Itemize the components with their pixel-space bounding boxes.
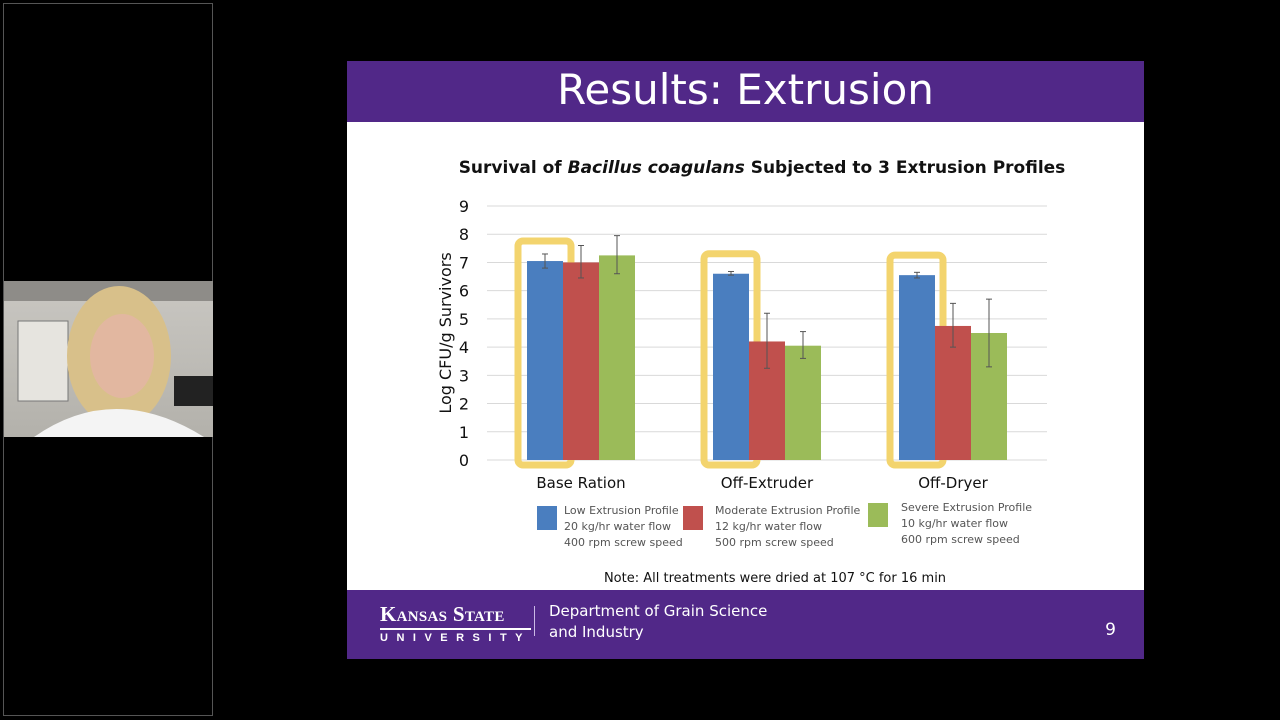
title-part: Survival of <box>459 158 568 178</box>
legend-detail: 10 kg/hr water flow <box>901 517 1008 530</box>
legend-label: Moderate Extrusion Profile <box>715 504 860 517</box>
y-tick-label: 8 <box>459 225 469 244</box>
logo-line1: Kansas State <box>380 602 532 630</box>
legend-label: Severe Extrusion Profile <box>901 501 1032 514</box>
legend-label: Low Extrusion Profile <box>564 504 679 517</box>
page-number: 9 <box>1105 620 1116 640</box>
department-line1: Department of Grain Science <box>549 602 768 620</box>
y-tick-label: 9 <box>459 197 469 216</box>
legend-swatch <box>537 506 557 530</box>
category-label: Off-Extruder <box>721 474 814 492</box>
bar <box>527 261 563 460</box>
bar <box>563 262 599 460</box>
chart-note: Note: All treatments were dried at 107 °… <box>604 571 946 586</box>
bar <box>713 273 749 460</box>
legend-item: Moderate Extrusion Profile 12 kg/hr water… <box>683 504 860 549</box>
slide-footer: Kansas State UNIVERSITY Department of Gr… <box>347 590 1144 659</box>
category-label: Base Ration <box>536 474 625 492</box>
department-name: Department of Grain Science and Industry <box>549 601 767 643</box>
legend-item: Severe Extrusion Profile 10 kg/hr water f… <box>868 501 1032 546</box>
y-tick-label: 0 <box>459 451 469 470</box>
legend-swatch <box>868 503 888 527</box>
y-tick-label: 2 <box>459 395 469 414</box>
legend-detail: 600 rpm screw speed <box>901 533 1020 546</box>
title-part: Subjected to 3 Extrusion Profiles <box>745 158 1066 178</box>
legend-detail: 400 rpm screw speed <box>564 536 683 549</box>
chart-title: Survival of Bacillus coagulans Subjected… <box>459 158 1066 178</box>
presenter-image <box>4 281 213 437</box>
bar <box>599 255 635 460</box>
y-tick-label: 1 <box>459 423 469 442</box>
bar <box>935 325 971 460</box>
y-tick-label: 4 <box>459 338 469 357</box>
y-axis-label: Log CFU/g Survivors <box>436 252 455 413</box>
legend-item: Low Extrusion Profile 20 kg/hr water flow… <box>537 504 683 549</box>
kansas-state-logo: Kansas State UNIVERSITY <box>380 602 532 644</box>
department-line2: and Industry <box>549 623 644 641</box>
y-tick-label: 6 <box>459 282 469 301</box>
y-tick-label: 5 <box>459 310 469 329</box>
slide-title: Results: Extrusion <box>347 61 1144 122</box>
title-species: Bacillus coagulans <box>568 158 745 178</box>
logo-line2: UNIVERSITY <box>380 632 532 644</box>
legend-detail: 500 rpm screw speed <box>715 536 834 549</box>
bar <box>899 275 935 460</box>
bar <box>785 345 821 460</box>
legend-swatch <box>683 506 703 530</box>
footer-divider <box>534 606 535 636</box>
legend-detail: 12 kg/hr water flow <box>715 520 822 533</box>
category-label: Off-Dryer <box>918 474 988 492</box>
presenter-video <box>4 281 213 437</box>
y-tick-label: 3 <box>459 366 469 385</box>
y-tick-label: 7 <box>459 253 469 272</box>
legend-detail: 20 kg/hr water flow <box>564 520 671 533</box>
